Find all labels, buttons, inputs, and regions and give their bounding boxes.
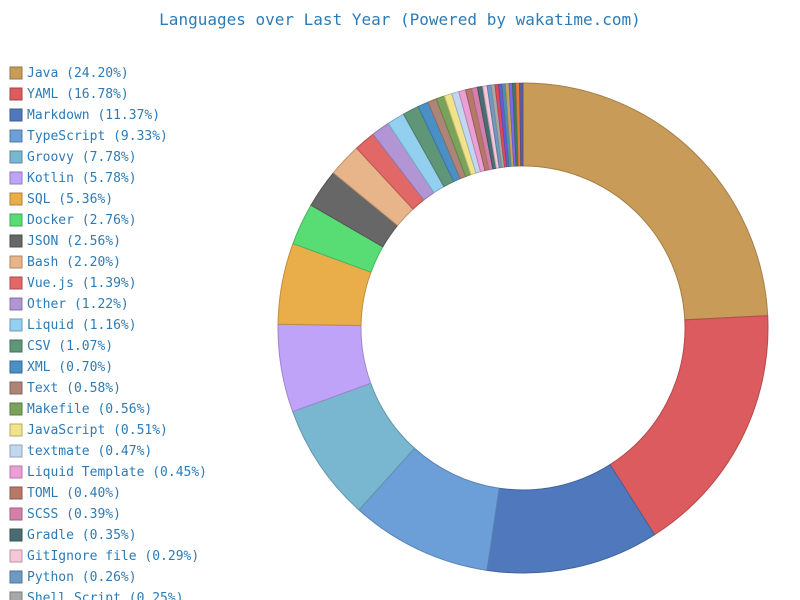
legend-label: SQL (5.36%) [27,192,113,207]
legend-item-python[interactable]: Python (0.26%) [9,570,137,585]
legend-swatch [9,591,23,600]
legend-item-scss[interactable]: SCSS (0.39%) [9,507,121,522]
donut-slices [277,82,769,574]
legend-label: SCSS (0.39%) [27,507,121,522]
legend-item-docker[interactable]: Docker (2.76%) [9,213,137,228]
legend-item-other[interactable]: Other (1.22%) [9,297,129,312]
legend-label: Vue.js (1.39%) [27,276,137,291]
legend-label: Groovy (7.78%) [27,150,137,165]
legend-swatch [9,276,23,290]
legend-item-csv[interactable]: CSV (1.07%) [9,339,113,354]
legend-label: Docker (2.76%) [27,213,137,228]
legend-item-makefile[interactable]: Makefile (0.56%) [9,402,152,417]
legend-swatch [9,108,23,122]
legend-swatch [9,486,23,500]
chart-title: Languages over Last Year (Powered by wak… [159,10,641,29]
legend-label: Makefile (0.56%) [27,402,152,417]
legend-swatch [9,234,23,248]
legend-swatch [9,402,23,416]
legend-swatch [9,213,23,227]
legend-item-vue-js[interactable]: Vue.js (1.39%) [9,276,137,291]
legend-item-textmate[interactable]: textmate (0.47%) [9,444,152,459]
legend: Java (24.20%) YAML (16.78%) Markdown (11.3… [9,66,207,600]
legend-swatch [9,549,23,563]
legend-swatch [9,297,23,311]
legend-item-bash[interactable]: Bash (2.20%) [9,255,121,270]
legend-label: Java (24.20%) [27,66,129,81]
legend-swatch [9,465,23,479]
legend-swatch [9,423,23,437]
legend-swatch [9,444,23,458]
legend-swatch [9,570,23,584]
legend-label: CSV (1.07%) [27,339,113,354]
legend-item-gitignore-file[interactable]: GitIgnore file (0.29%) [9,549,199,564]
legend-swatch [9,66,23,80]
legend-item-markdown[interactable]: Markdown (11.37%) [9,108,160,123]
legend-label: YAML (16.78%) [27,87,129,102]
legend-label: JSON (2.56%) [27,234,121,249]
legend-item-gradle[interactable]: Gradle (0.35%) [9,528,137,543]
slice-java[interactable] [522,82,769,321]
legend-label: Bash (2.20%) [27,255,121,270]
legend-swatch [9,360,23,374]
legend-item-javascript[interactable]: JavaScript (0.51%) [9,423,168,438]
legend-item-shell-script[interactable]: Shell Script (0.25%) [9,591,184,600]
legend-item-text[interactable]: Text (0.58%) [9,381,121,396]
legend-label: XML (0.70%) [27,360,113,375]
legend-label: TOML (0.40%) [27,486,121,501]
legend-item-groovy[interactable]: Groovy (7.78%) [9,150,137,165]
legend-item-sql[interactable]: SQL (5.36%) [9,192,113,207]
legend-label: Markdown (11.37%) [27,108,160,123]
legend-item-typescript[interactable]: TypeScript (9.33%) [9,129,168,144]
legend-item-java[interactable]: Java (24.20%) [9,66,129,81]
legend-label: JavaScript (0.51%) [27,423,168,438]
legend-swatch [9,339,23,353]
legend-swatch [9,507,23,521]
legend-label: Shell Script (0.25%) [27,591,184,600]
legend-swatch [9,192,23,206]
legend-swatch [9,528,23,542]
legend-label: Kotlin (5.78%) [27,171,137,186]
legend-item-toml[interactable]: TOML (0.40%) [9,486,121,501]
legend-swatch [9,171,23,185]
legend-label: Text (0.58%) [27,381,121,396]
legend-label: Other (1.22%) [27,297,129,312]
legend-item-xml[interactable]: XML (0.70%) [9,360,113,375]
legend-swatch [9,87,23,101]
legend-item-json[interactable]: JSON (2.56%) [9,234,121,249]
legend-label: TypeScript (9.33%) [27,129,168,144]
legend-item-yaml[interactable]: YAML (16.78%) [9,87,129,102]
legend-item-liquid[interactable]: Liquid (1.16%) [9,318,137,333]
legend-swatch [9,381,23,395]
legend-swatch [9,150,23,164]
legend-label: Liquid (1.16%) [27,318,137,333]
slice-minor[interactable] [519,82,524,167]
legend-item-kotlin[interactable]: Kotlin (5.78%) [9,171,137,186]
legend-label: GitIgnore file (0.29%) [27,549,199,564]
legend-swatch [9,255,23,269]
legend-label: textmate (0.47%) [27,444,152,459]
legend-label: Gradle (0.35%) [27,528,137,543]
legend-swatch [9,318,23,332]
legend-item-liquid-template[interactable]: Liquid Template (0.45%) [9,465,207,480]
legend-label: Python (0.26%) [27,570,137,585]
legend-label: Liquid Template (0.45%) [27,465,207,480]
legend-swatch [9,129,23,143]
